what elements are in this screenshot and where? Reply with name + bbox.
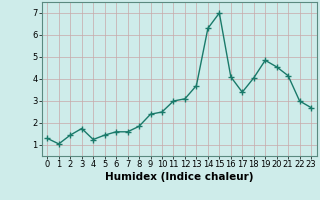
X-axis label: Humidex (Indice chaleur): Humidex (Indice chaleur) <box>105 172 253 182</box>
